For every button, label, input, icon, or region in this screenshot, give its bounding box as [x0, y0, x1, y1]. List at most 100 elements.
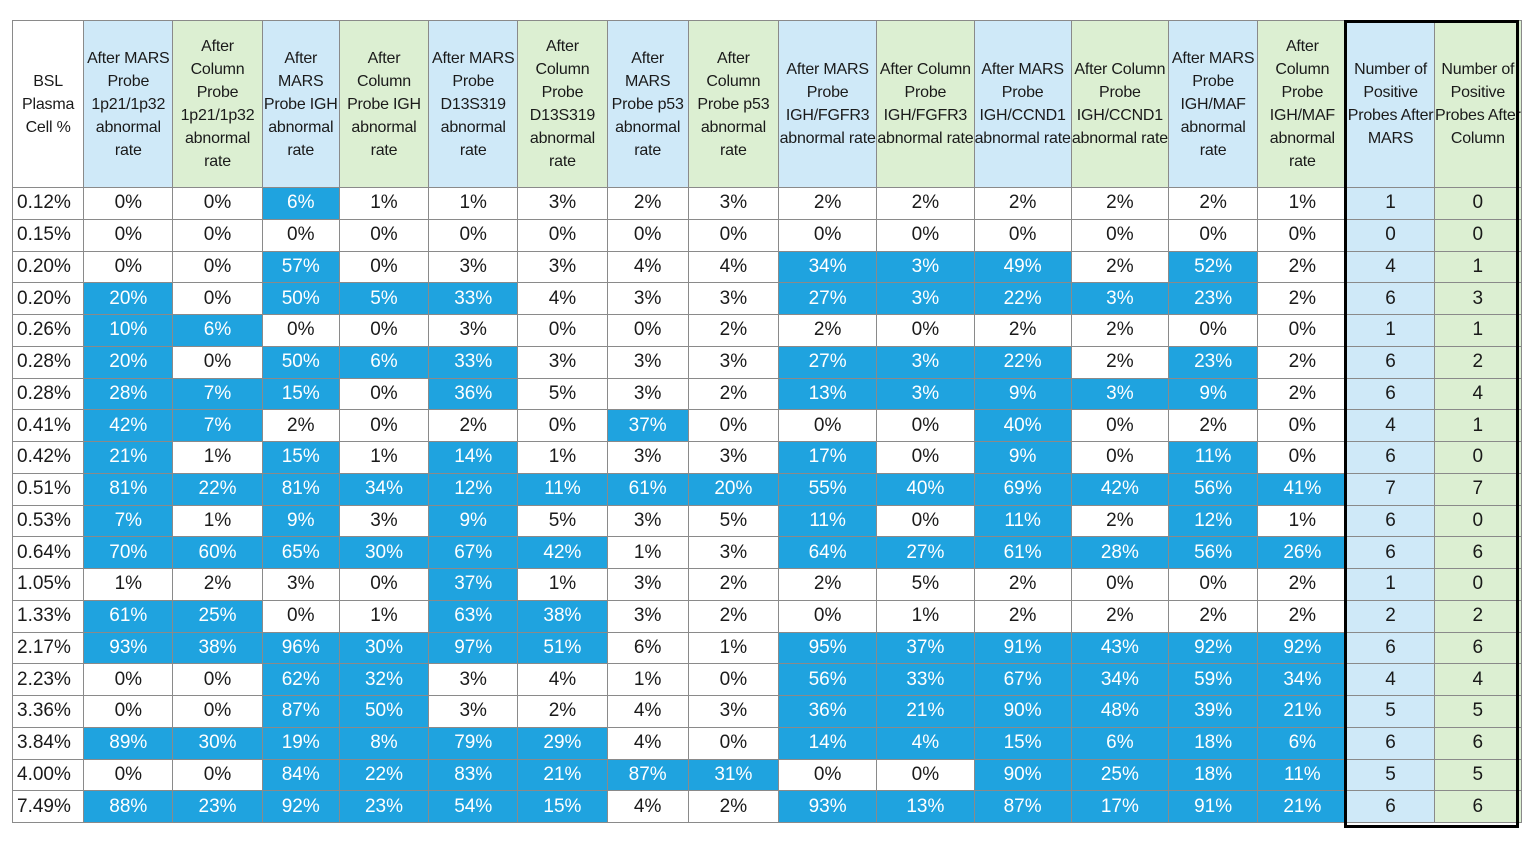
abnormal-rate-cell: 2% [876, 187, 975, 220]
abnormal-rate-cell: 0% [687, 663, 780, 696]
table-row: 3.36% 0% 0% 87% 50% 3% 2% 4% 3% 36% 21% 90% 48% 39% 21… [11, 695, 1523, 728]
abnormal-rate-cell-positive: 50% [338, 695, 430, 728]
abnormal-rate-cell: 0% [777, 599, 878, 633]
abnormal-rate-cell: 4% [517, 663, 608, 696]
column-header: After MARS Probe p53 abnormal rate [606, 20, 689, 188]
abnormal-rate-cell-positive: 54% [428, 790, 519, 823]
abnormal-rate-cell-positive: 38% [517, 599, 608, 633]
table-row: 7.49% 88% 23% 92% 23% 54% 15% 4% 2% 93% 13% 87% 17% 9… [11, 790, 1523, 823]
abnormal-rate-cell-positive: 8% [338, 726, 430, 760]
positive-count-column-cell: 2 [1433, 345, 1523, 379]
abnormal-rate-cell: 3% [687, 187, 780, 220]
positive-count-mars-cell: 2 [1346, 599, 1435, 633]
bsl-plasma-cell-cell: 0.12% [11, 187, 85, 220]
abnormal-rate-cell: 0% [876, 758, 975, 792]
abnormal-rate-cell-positive: 17% [777, 441, 878, 474]
abnormal-rate-cell: 2% [1070, 187, 1170, 220]
bsl-plasma-cell-cell: 7.49% [11, 790, 85, 823]
abnormal-rate-cell: 0% [1070, 441, 1170, 474]
abnormal-rate-cell: 0% [517, 314, 608, 347]
column-header: After MARS Probe 1p21/1p32 abnormal rate [83, 20, 174, 188]
bsl-plasma-cell-cell: 0.15% [11, 218, 85, 252]
probe-results-table: BSL Plasma Cell % After MARS Probe 1p21/1… [11, 20, 1523, 823]
abnormal-rate-cell-positive: 18% [1167, 726, 1259, 760]
abnormal-rate-cell: 3% [261, 568, 340, 601]
abnormal-rate-cell-positive: 4% [876, 726, 975, 760]
positive-count-mars-cell: 7 [1346, 472, 1435, 506]
abnormal-rate-cell: 2% [777, 187, 878, 220]
abnormal-rate-cell: 2% [973, 314, 1072, 347]
abnormal-rate-cell: 4% [606, 790, 689, 823]
abnormal-rate-cell: 3% [687, 536, 780, 569]
abnormal-rate-cell: 0% [517, 409, 608, 442]
abnormal-rate-cell: 1% [876, 599, 975, 633]
abnormal-rate-cell: 0% [973, 218, 1072, 252]
abnormal-rate-cell: 0% [338, 409, 430, 442]
abnormal-rate-cell-positive: 87% [606, 758, 689, 792]
abnormal-rate-cell-positive: 43% [1070, 631, 1170, 665]
column-header: After MARS Probe IGH abnormal rate [261, 20, 340, 188]
abnormal-rate-cell-positive: 65% [261, 536, 340, 569]
abnormal-rate-cell: 2% [1070, 345, 1170, 379]
column-header: BSL Plasma Cell % [11, 20, 85, 188]
abnormal-rate-cell: 0% [876, 218, 975, 252]
abnormal-rate-cell-positive: 56% [1167, 536, 1259, 569]
abnormal-rate-cell: 2% [606, 187, 689, 220]
abnormal-rate-cell-positive: 3% [876, 250, 975, 284]
abnormal-rate-cell-positive: 57% [261, 250, 340, 284]
abnormal-rate-cell-positive: 6% [172, 314, 263, 347]
abnormal-rate-cell: 1% [1257, 504, 1348, 538]
table-row: 0.42% 21% 1% 15% 1% 14% 1% 3% 3% 17% 0% 9% 0% 11% 0% 6 0 [11, 441, 1523, 474]
abnormal-rate-cell: 0% [83, 187, 174, 220]
abnormal-rate-cell: 3% [517, 187, 608, 220]
bsl-plasma-cell-cell: 0.51% [11, 472, 85, 506]
positive-count-mars-cell: 6 [1346, 790, 1435, 823]
abnormal-rate-cell: 0% [1167, 314, 1259, 347]
abnormal-rate-cell-positive: 90% [973, 758, 1072, 792]
abnormal-rate-cell-positive: 15% [973, 726, 1072, 760]
abnormal-rate-cell: 0% [172, 282, 263, 315]
abnormal-rate-cell: 0% [83, 250, 174, 284]
abnormal-rate-cell-positive: 23% [338, 790, 430, 823]
abnormal-rate-cell: 0% [876, 409, 975, 442]
abnormal-rate-cell: 1% [338, 187, 430, 220]
abnormal-rate-cell: 0% [777, 409, 878, 442]
abnormal-rate-cell-positive: 12% [1167, 504, 1259, 538]
abnormal-rate-cell: 1% [172, 504, 263, 538]
abnormal-rate-cell: 2% [687, 377, 780, 411]
abnormal-rate-cell: 2% [973, 599, 1072, 633]
abnormal-rate-cell: 3% [687, 695, 780, 728]
abnormal-rate-cell: 0% [1257, 218, 1348, 252]
abnormal-rate-cell-positive: 3% [876, 377, 975, 411]
abnormal-rate-cell-positive: 15% [261, 377, 340, 411]
abnormal-rate-cell: 1% [338, 599, 430, 633]
abnormal-rate-cell-positive: 7% [172, 377, 263, 411]
column-header: Number of Positive Probes After MARS [1346, 20, 1435, 188]
positive-count-mars-cell: 6 [1346, 345, 1435, 379]
abnormal-rate-cell: 6% [606, 631, 689, 665]
abnormal-rate-cell: 3% [687, 282, 780, 315]
abnormal-rate-cell-positive: 33% [428, 345, 519, 379]
abnormal-rate-cell-positive: 15% [261, 441, 340, 474]
abnormal-rate-cell: 0% [876, 314, 975, 347]
positive-count-column-cell: 0 [1433, 504, 1523, 538]
abnormal-rate-cell: 5% [876, 568, 975, 601]
abnormal-rate-cell: 1% [517, 568, 608, 601]
abnormal-rate-cell: 3% [517, 250, 608, 284]
abnormal-rate-cell: 0% [777, 758, 878, 792]
bsl-plasma-cell-cell: 2.23% [11, 663, 85, 696]
bsl-plasma-cell-cell: 3.84% [11, 726, 85, 760]
bsl-plasma-cell-cell: 0.26% [11, 314, 85, 347]
abnormal-rate-cell-positive: 32% [338, 663, 430, 696]
bsl-plasma-cell-cell: 0.41% [11, 409, 85, 442]
abnormal-rate-cell-positive: 83% [428, 758, 519, 792]
positive-count-column-cell: 1 [1433, 314, 1523, 347]
positive-count-mars-cell: 6 [1346, 726, 1435, 760]
abnormal-rate-cell-positive: 91% [973, 631, 1072, 665]
probe-results-table-area: BSL Plasma Cell % After MARS Probe 1p21/1… [11, 20, 1523, 830]
abnormal-rate-cell: 2% [1070, 250, 1170, 284]
abnormal-rate-cell-positive: 22% [338, 758, 430, 792]
bsl-plasma-cell-cell: 2.17% [11, 631, 85, 665]
abnormal-rate-cell-positive: 37% [606, 409, 689, 442]
abnormal-rate-cell-positive: 9% [261, 504, 340, 538]
